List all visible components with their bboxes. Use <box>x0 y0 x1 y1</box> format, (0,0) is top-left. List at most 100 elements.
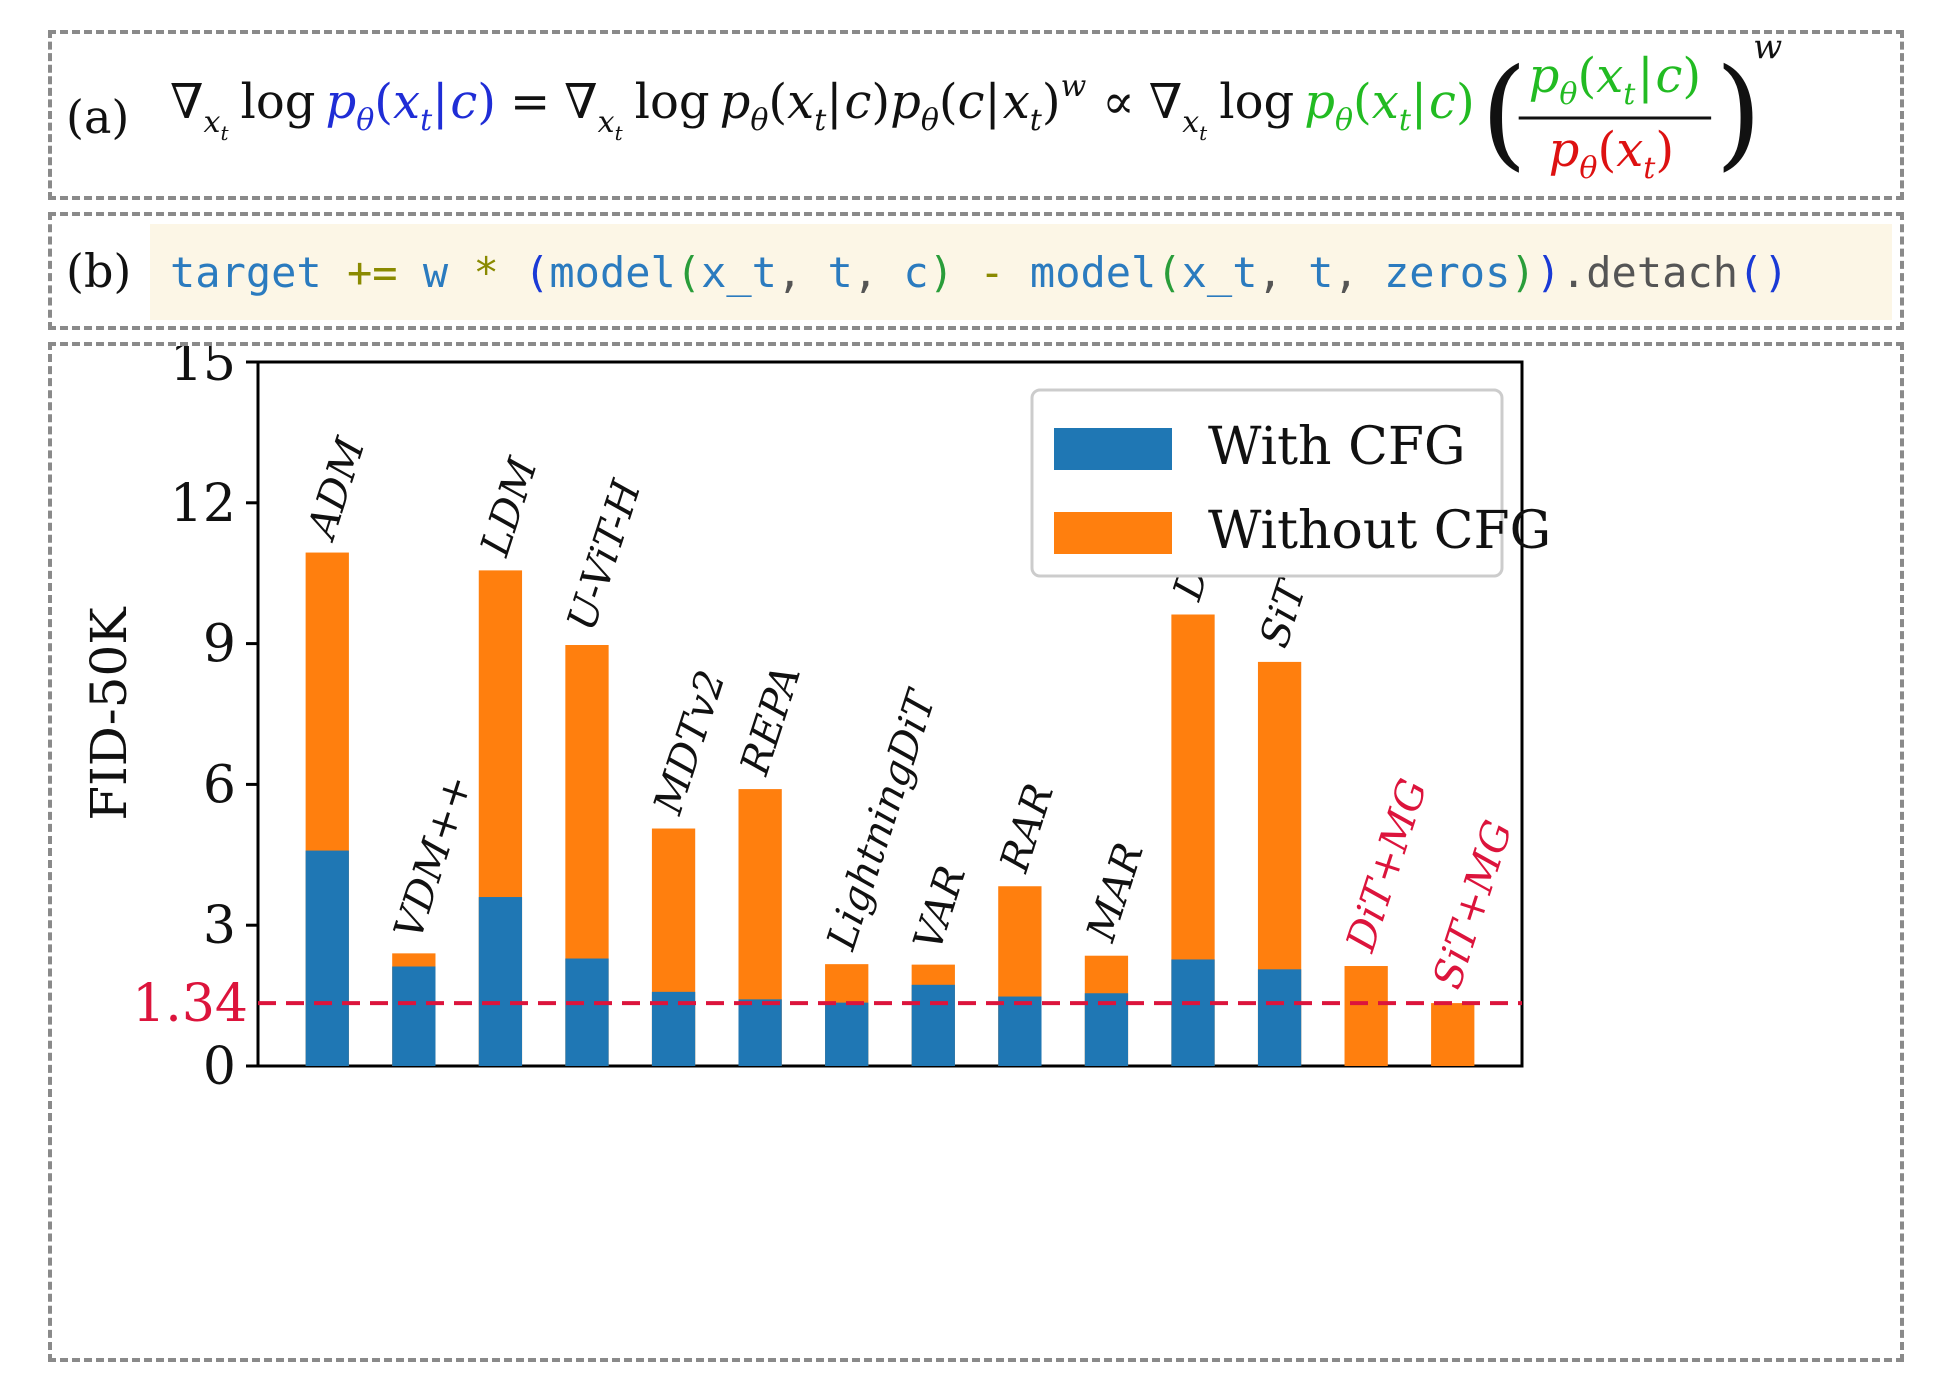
formula-panel: (a) ∇ x t log p θ(x t | c) = ∇ x t log p θ(x t | c) p θ(c | x t… <box>48 30 1904 200</box>
formula-glyph: t <box>1643 151 1656 186</box>
formula-glyph: t <box>420 103 433 138</box>
code-label: (b) <box>66 244 132 298</box>
formula-glyph: ) <box>477 74 496 130</box>
category-label: U-ViT-H <box>559 474 651 636</box>
code-token: , <box>776 247 828 297</box>
code-token: ) <box>928 247 955 297</box>
code-token: ) <box>1535 247 1561 297</box>
y-tick-label: 3 <box>203 896 236 956</box>
y-tick-label: 6 <box>203 755 236 815</box>
code-token: * <box>473 247 499 297</box>
category-label: VAR <box>905 860 975 955</box>
code-token: model <box>549 247 676 297</box>
category-label: ADM <box>298 432 375 548</box>
code-token: c <box>903 247 929 297</box>
category-label: MDTv2 <box>645 665 735 821</box>
nabla-symbol: ∇ <box>564 74 598 130</box>
code-token: ( <box>1156 247 1182 297</box>
formula-glyph: ( <box>1353 74 1372 130</box>
formula-glyph: t <box>814 103 827 138</box>
code-token: , <box>1257 247 1309 297</box>
formula-glyph: θ <box>1335 103 1353 138</box>
log-text: log <box>635 74 710 130</box>
equals-sign: = <box>510 74 550 130</box>
code-token <box>322 248 347 297</box>
bar-with-cfg <box>998 996 1042 1066</box>
code-token: t <box>827 247 853 297</box>
formula-glyph: ) <box>1682 48 1701 104</box>
formula-glyph: c <box>844 74 871 130</box>
bar-with-cfg <box>738 999 782 1066</box>
formula-glyph: t <box>1399 103 1412 138</box>
formula-glyph: ) <box>1456 74 1475 130</box>
code-token <box>398 248 423 297</box>
code-snippet: target += w * (model(x_t, t, c) - model(… <box>150 224 1892 320</box>
formula-glyph: c <box>1429 74 1456 130</box>
chart-panel: 0 3 6 9 12 15 FID-50K ADM VDM++ LDM U-ViT-H MDTv2 RE… <box>48 342 1904 1362</box>
formula-glyph: θ <box>750 103 768 138</box>
legend-swatch <box>1054 512 1172 554</box>
formula-glyph: t <box>1030 103 1043 138</box>
formula-glyph: x <box>393 74 420 130</box>
fraction-numerator: p θ(x t | c) <box>1529 48 1701 112</box>
nabla-symbol: ∇ <box>170 74 204 130</box>
code-token: ( <box>675 247 702 297</box>
formula-glyph: ( <box>1577 48 1596 104</box>
bar-with-cfg <box>825 1002 869 1066</box>
category-label: MAR <box>1078 838 1153 948</box>
code-token: x_t <box>701 247 777 297</box>
formula-glyph: | <box>432 74 448 130</box>
log-text: log <box>1219 74 1294 130</box>
y-tick-label: 0 <box>203 1037 236 1097</box>
code-token: t <box>1308 247 1334 297</box>
formula-glyph: ( <box>939 74 958 130</box>
formula-glyph: t <box>1199 121 1208 145</box>
y-axis-label: FID-50K <box>80 606 138 821</box>
code-token: += <box>347 247 398 297</box>
category-label: REPA <box>732 660 810 781</box>
code-token: ( <box>524 247 550 297</box>
code-token <box>1005 248 1030 297</box>
bar-without-cfg <box>1431 1003 1475 1066</box>
reference-line-label: 1.34 <box>132 974 248 1034</box>
bar-with-cfg <box>305 850 349 1066</box>
y-tick-label: 12 <box>170 474 236 534</box>
legend-swatch <box>1054 428 1172 470</box>
bar-with-cfg <box>911 984 955 1066</box>
formula-glyph: x <box>204 105 221 140</box>
formula-glyph: | <box>985 74 1001 130</box>
proportional-sign: ∝ <box>1102 74 1134 130</box>
category-label: DiT+MG <box>1338 774 1437 958</box>
code-token: target <box>170 247 322 297</box>
nabla-symbol: ∇ <box>1149 74 1183 130</box>
bar-with-cfg <box>1257 969 1302 1066</box>
formula-glyph: x <box>1616 122 1643 178</box>
code-token: .detach <box>1560 247 1738 297</box>
code-token: model <box>1029 247 1157 297</box>
code-token: - <box>979 247 1005 297</box>
legend-label: With CFG <box>1208 417 1466 477</box>
bar-with-cfg <box>1084 993 1129 1066</box>
formula-glyph: p <box>1304 74 1335 130</box>
formula-glyph: p <box>890 74 921 130</box>
fid-bar-chart: 0 3 6 9 12 15 FID-50K ADM VDM++ LDM U-ViT-H MDTv2RE… <box>80 346 1551 1097</box>
code-token: , <box>1333 247 1384 297</box>
log-text: log <box>240 74 315 130</box>
bar-with-cfg <box>565 958 609 1066</box>
code-token <box>499 248 524 297</box>
formula-glyph: ) <box>1042 74 1061 130</box>
formula-glyph: x <box>598 105 615 140</box>
formula-glyph: x <box>1003 74 1030 130</box>
code-token: () <box>1738 247 1789 297</box>
formula-glyph: ( <box>1597 122 1616 178</box>
category-label: SiT+MG <box>1425 815 1522 994</box>
formula-glyph: c <box>958 74 985 130</box>
category-label: SiT <box>1251 572 1316 653</box>
formula-glyph: θ <box>1579 151 1597 186</box>
formula-glyph: t <box>220 121 229 145</box>
legend-label: Without CFG <box>1208 501 1551 561</box>
formula-glyph: p <box>325 74 356 130</box>
formula-glyph: | <box>826 74 842 130</box>
formula-glyph: θ <box>921 103 939 138</box>
